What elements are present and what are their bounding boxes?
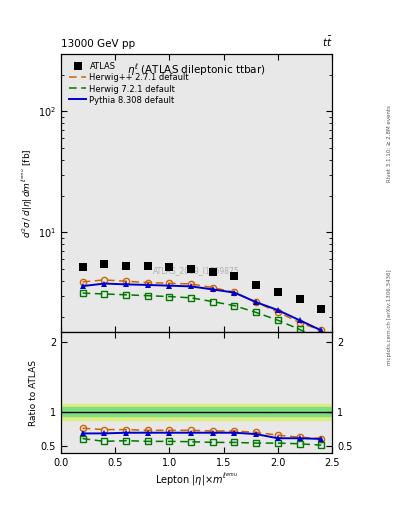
ATLAS bbox=[145, 263, 150, 269]
Text: ATLAS_2019_I1759875: ATLAS_2019_I1759875 bbox=[153, 266, 240, 275]
Herwig++ 2.7.1 default bbox=[232, 289, 237, 295]
ATLAS bbox=[80, 264, 85, 270]
Line: ATLAS: ATLAS bbox=[79, 260, 325, 312]
Pythia 8.308 default bbox=[80, 283, 85, 289]
Bar bbox=[61, 403, 332, 419]
Pythia 8.308 default bbox=[102, 281, 107, 287]
Text: $t\bar{t}$: $t\bar{t}$ bbox=[321, 34, 332, 49]
Herwig++ 2.7.1 default bbox=[145, 280, 150, 286]
Legend: ATLAS, Herwig++ 2.7.1 default, Herwig 7.2.1 default, Pythia 8.308 default: ATLAS, Herwig++ 2.7.1 default, Herwig 7.… bbox=[68, 61, 191, 106]
Text: 13000 GeV pp: 13000 GeV pp bbox=[61, 38, 135, 49]
Herwig 7.2.1 default bbox=[102, 291, 107, 297]
Herwig 7.2.1 default bbox=[254, 309, 259, 315]
Pythia 8.308 default bbox=[319, 327, 323, 333]
ATLAS bbox=[167, 264, 172, 270]
Herwig++ 2.7.1 default bbox=[210, 285, 215, 291]
Herwig 7.2.1 default bbox=[232, 303, 237, 309]
Pythia 8.308 default bbox=[232, 290, 237, 296]
Herwig++ 2.7.1 default bbox=[319, 327, 323, 333]
Herwig 7.2.1 default bbox=[145, 293, 150, 299]
Herwig 7.2.1 default bbox=[167, 293, 172, 300]
Herwig++ 2.7.1 default bbox=[254, 299, 259, 305]
Herwig++ 2.7.1 default bbox=[297, 319, 302, 326]
Line: Herwig++ 2.7.1 default: Herwig++ 2.7.1 default bbox=[83, 280, 321, 330]
ATLAS bbox=[232, 272, 237, 279]
Herwig 7.2.1 default bbox=[297, 326, 302, 332]
Herwig 7.2.1 default bbox=[319, 337, 323, 344]
Pythia 8.308 default bbox=[210, 286, 215, 292]
Line: Pythia 8.308 default: Pythia 8.308 default bbox=[83, 284, 321, 330]
ATLAS bbox=[275, 289, 280, 295]
Pythia 8.308 default bbox=[254, 299, 259, 305]
Pythia 8.308 default bbox=[189, 283, 193, 289]
Herwig 7.2.1 default bbox=[124, 292, 129, 298]
Pythia 8.308 default bbox=[145, 282, 150, 288]
X-axis label: Lepton $|\eta|{\times}m^{\ell^{emu}}$: Lepton $|\eta|{\times}m^{\ell^{emu}}$ bbox=[155, 472, 238, 488]
Bar bbox=[61, 408, 332, 416]
Herwig++ 2.7.1 default bbox=[124, 278, 129, 284]
Pythia 8.308 default bbox=[275, 307, 280, 313]
ATLAS bbox=[189, 266, 193, 272]
Herwig++ 2.7.1 default bbox=[189, 281, 193, 287]
Text: mcplots.cern.ch [arXiv:1306.3436]: mcplots.cern.ch [arXiv:1306.3436] bbox=[387, 270, 392, 365]
ATLAS bbox=[210, 269, 215, 275]
Herwig++ 2.7.1 default bbox=[80, 279, 85, 285]
Y-axis label: $d^2\sigma\,/\,d|\eta|\,dm^{\ell^{emu}}$ [fb]: $d^2\sigma\,/\,d|\eta|\,dm^{\ell^{emu}}$… bbox=[21, 148, 35, 238]
ATLAS bbox=[254, 282, 259, 288]
Pythia 8.308 default bbox=[124, 281, 129, 287]
Line: Herwig 7.2.1 default: Herwig 7.2.1 default bbox=[83, 293, 321, 340]
Herwig++ 2.7.1 default bbox=[102, 277, 107, 283]
Text: Rivet 3.1.10; ≥ 2.8M events: Rivet 3.1.10; ≥ 2.8M events bbox=[387, 105, 392, 182]
Herwig 7.2.1 default bbox=[210, 298, 215, 305]
Text: $\eta^\ell$ (ATLAS dileptonic ttbar): $\eta^\ell$ (ATLAS dileptonic ttbar) bbox=[127, 62, 266, 78]
Pythia 8.308 default bbox=[297, 317, 302, 323]
Herwig 7.2.1 default bbox=[275, 317, 280, 323]
Herwig 7.2.1 default bbox=[189, 295, 193, 301]
Herwig++ 2.7.1 default bbox=[167, 280, 172, 286]
ATLAS bbox=[297, 296, 302, 303]
Herwig++ 2.7.1 default bbox=[275, 309, 280, 315]
Y-axis label: Ratio to ATLAS: Ratio to ATLAS bbox=[29, 359, 38, 425]
ATLAS bbox=[319, 306, 323, 312]
Pythia 8.308 default bbox=[167, 283, 172, 289]
ATLAS bbox=[124, 263, 129, 269]
Herwig 7.2.1 default bbox=[80, 290, 85, 296]
ATLAS bbox=[102, 261, 107, 267]
